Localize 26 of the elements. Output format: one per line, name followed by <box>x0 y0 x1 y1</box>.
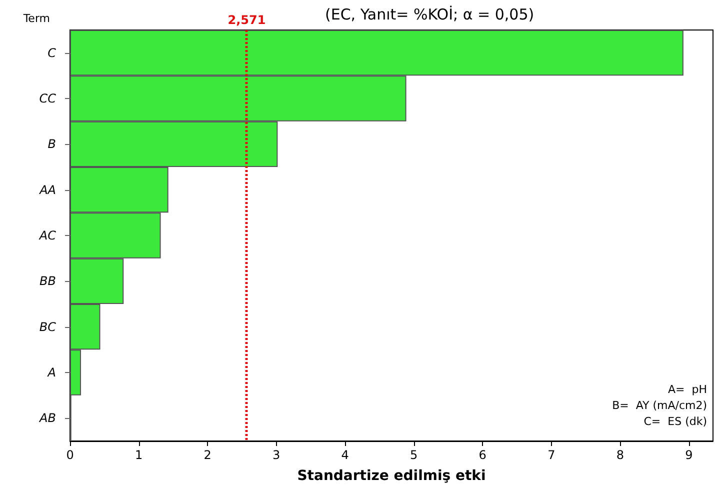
y-tick-label: AA <box>38 182 56 197</box>
y-tick-label: BC <box>39 320 57 334</box>
x-tick-label: 0 <box>66 448 74 462</box>
y-tick-label: AB <box>38 411 56 426</box>
x-tick-label: 4 <box>341 448 349 462</box>
x-tick-label: 6 <box>478 448 486 462</box>
y-axis-title: Term <box>22 12 50 25</box>
annotation: A= pH <box>668 383 708 396</box>
y-tick-label: BB <box>40 274 56 288</box>
annotation: B= AY (mA/cm2) <box>612 399 708 412</box>
annotation: C= ES (dk) <box>644 415 708 428</box>
x-tick-label: 9 <box>685 448 693 462</box>
x-tick-label: 1 <box>134 448 143 462</box>
y-tick-label: A <box>46 366 56 380</box>
y-tick-label: B <box>48 137 56 152</box>
y-tick-label: CC <box>39 92 57 106</box>
y-tick-label: C <box>48 46 57 60</box>
chart-title: (EC, Yanıt= %KOİ; α = 0,05) <box>325 6 534 24</box>
y-tick-label: AC <box>38 228 57 242</box>
x-axis-title: Standartize edilmiş etki <box>297 468 486 484</box>
x-tick-label: 3 <box>272 448 280 462</box>
ref-line-label: 2,571 <box>228 13 266 27</box>
x-tick-label: 2 <box>204 448 212 462</box>
x-tick-label: 7 <box>548 448 556 462</box>
x-tick-label: 8 <box>616 448 624 462</box>
x-tick-label: 5 <box>410 448 418 462</box>
